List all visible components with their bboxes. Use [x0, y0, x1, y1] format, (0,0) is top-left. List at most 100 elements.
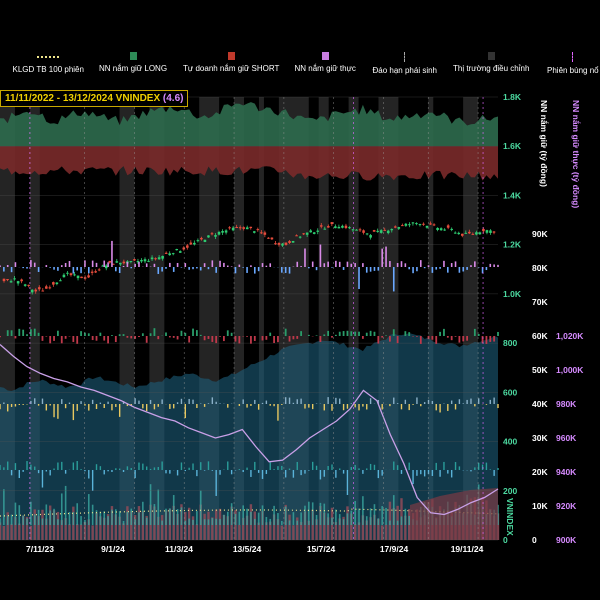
flow-bar-low [165, 470, 167, 474]
prop-flow-bar [377, 336, 380, 344]
flow-bar [335, 397, 337, 404]
flow-bar [61, 399, 63, 404]
volume-bar [338, 518, 341, 540]
flow-bar-low [335, 470, 337, 478]
flow-bar-low [288, 468, 291, 470]
flow-bar-low [14, 463, 17, 470]
net-flow-bar [107, 262, 109, 267]
volume-spike [176, 509, 179, 525]
net-flow-bar [396, 263, 399, 267]
net-flow-bar [269, 263, 272, 267]
prop-flow-bar [80, 331, 82, 336]
flow-bar [350, 403, 353, 404]
dotted-vline-icon [571, 52, 574, 62]
candle-body [27, 284, 30, 286]
candle-body [439, 228, 443, 231]
prop-flow-bar [338, 331, 341, 336]
flow-bar [358, 404, 360, 411]
volume-spike [257, 512, 260, 525]
volume-bar [114, 514, 118, 540]
volume-spike [296, 520, 299, 525]
flow-bar-low [373, 464, 376, 470]
net-flow-bar [338, 261, 341, 267]
candle-body [34, 289, 38, 292]
volume-bar [164, 510, 168, 540]
candle-body [464, 232, 468, 234]
flow-bar [327, 397, 329, 404]
flow-bar [99, 402, 102, 404]
net-flow-bar [284, 267, 287, 273]
volume-spike [273, 505, 275, 525]
flow-bar [145, 404, 148, 411]
candle-body [238, 227, 242, 229]
volume-spike [234, 513, 237, 525]
flow-bar [431, 400, 434, 404]
candle-body [446, 225, 450, 228]
volume-bar [191, 516, 195, 540]
prop-flow-bar [138, 336, 140, 338]
prop-flow-bar [284, 328, 287, 336]
net-flow-bar [87, 267, 90, 274]
candle-body [460, 233, 464, 236]
flow-bar-low [72, 462, 75, 470]
candle-body [415, 223, 418, 225]
net-holding-line [0, 344, 499, 516]
volume-spike [0, 518, 1, 525]
volume-bar [342, 516, 345, 540]
volume-bar [141, 511, 145, 540]
prop-flow-bar [99, 332, 102, 336]
net-flow-bar [304, 248, 306, 267]
flow-bar-low [408, 462, 410, 470]
volume-bar [357, 522, 361, 540]
net-flow-bar [49, 267, 51, 268]
prop-flow-bar [296, 336, 299, 339]
flow-bar [450, 400, 453, 404]
chart-title: 11/11/2022 - 13/12/2024 VNINDEX (4.6) [0, 90, 189, 107]
net-flow-bar [118, 267, 121, 274]
volume-bar [60, 520, 63, 540]
flow-bar-low [57, 462, 59, 470]
net-flow-bar [0, 265, 1, 267]
flow-bar-low [450, 470, 453, 478]
flow-bar [57, 404, 59, 419]
candle-body [312, 232, 316, 234]
prop-flow-bar [203, 336, 206, 341]
net-flow-bar [458, 267, 461, 273]
net-flow-bar [377, 267, 380, 271]
volume-spike [211, 518, 214, 525]
candle-body [358, 229, 362, 231]
flow-bar-low [377, 470, 380, 479]
flow-bar [489, 399, 491, 404]
net-flow-bar [115, 267, 117, 272]
flow-bar-low [447, 470, 449, 474]
net-flow-bar [385, 246, 387, 267]
volume-spike [14, 502, 17, 525]
net-flow-bar [257, 267, 260, 272]
volume-bar [361, 515, 365, 540]
vnindex-axis-tick: 1.0K [503, 289, 522, 299]
volume-spike [184, 520, 187, 525]
flow-bar [277, 404, 279, 421]
volume-spike [37, 509, 40, 525]
prop-flow-bar [485, 336, 488, 344]
prop-flow-bar [358, 331, 360, 336]
index-name: VNINDEX [115, 93, 161, 104]
flow-bar-low [84, 470, 86, 472]
prop-flow-bar [188, 336, 191, 343]
prop-flow-bar [103, 336, 106, 341]
net-flow-bar [253, 267, 256, 274]
flow-bar [211, 397, 214, 404]
flow-bar-low [95, 464, 98, 470]
volume-spike [122, 520, 125, 525]
flow-bar-low [257, 470, 260, 473]
volume-bar [133, 515, 137, 540]
volume-bar [103, 517, 106, 540]
flow-bar [404, 399, 407, 404]
volume-spike [292, 512, 295, 525]
candle-body [203, 239, 207, 242]
net-flow-bar [427, 265, 430, 267]
candle-body [119, 262, 122, 265]
flow-bar [196, 404, 198, 408]
candle-body [189, 242, 193, 245]
volume-spike [396, 520, 399, 525]
